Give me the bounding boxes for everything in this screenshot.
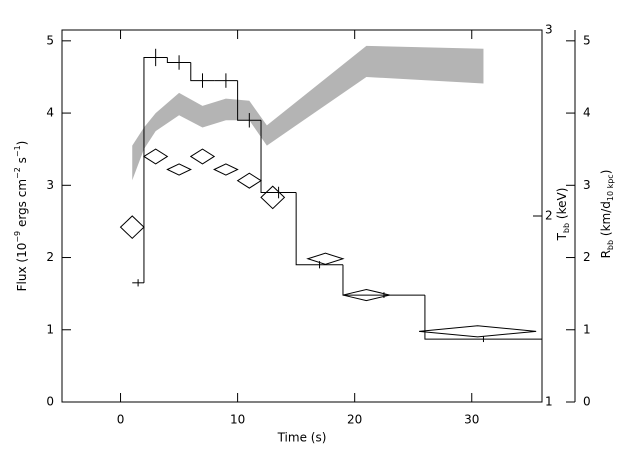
temperature-diamond — [419, 325, 537, 338]
y3-tick-label: 2 — [583, 250, 591, 264]
y-axis-label-part: ) — [15, 141, 29, 146]
y2-axis-label-part: (keV) — [555, 188, 569, 223]
flux-step — [143, 56, 168, 283]
y2-tick-label: 1 — [545, 395, 553, 409]
temperature-diamond — [189, 148, 216, 165]
y-axis-label-part: −2 — [13, 167, 22, 179]
y3-axis-label-part: R — [599, 250, 613, 258]
y3-axis-label: Rbb (km/d10 kpc) — [599, 170, 616, 259]
r-bb-band — [132, 45, 484, 181]
y3-tick-label: 3 — [583, 178, 591, 192]
y2-tick-label: 3 — [545, 23, 553, 37]
flux-step — [190, 62, 215, 82]
temperature-diamond — [342, 288, 390, 302]
flux-step — [424, 295, 542, 340]
y3-axis-label-part: (km/d — [599, 201, 613, 240]
x-tick-label: 0 — [117, 413, 125, 427]
y-tick-label: 4 — [46, 106, 54, 120]
x-tick-label: 10 — [230, 413, 245, 427]
temperature-diamond — [213, 163, 239, 176]
y3-tick-label: 5 — [583, 33, 591, 47]
y3-axis-label-part: bb — [606, 240, 615, 250]
x-axis-label: Time (s) — [277, 431, 327, 445]
flux-step — [166, 57, 191, 64]
y2-tick-label: 2 — [545, 209, 553, 223]
flux-step — [237, 80, 262, 121]
y-tick-label: 0 — [46, 395, 54, 409]
y-axis-label-part: s — [15, 157, 29, 167]
y-axis-label-part: ergs cm — [15, 179, 29, 231]
y-tick-label: 2 — [46, 250, 54, 264]
x-tick-label: 30 — [464, 413, 479, 427]
y3-tick-label: 0 — [583, 395, 591, 409]
temperature-diamond — [166, 163, 192, 176]
y-axis-label-part: −9 — [13, 231, 22, 243]
y3-tick-label: 4 — [583, 106, 591, 120]
flux-step — [260, 120, 297, 194]
y-axis-label: Flux (10−9 ergs cm−2 s−1) — [13, 141, 29, 292]
y-tick-label: 3 — [46, 178, 54, 192]
temperature-diamond — [306, 252, 345, 265]
y2-axis-label: Tbb (keV) — [555, 188, 572, 242]
temperature-diamond — [236, 172, 262, 189]
y3-tick-label: 1 — [583, 322, 591, 336]
y3-axis-label-part: 10 kpc — [606, 174, 615, 201]
y-tick-label: 5 — [46, 33, 54, 47]
y-axis-label-part: −1 — [13, 145, 22, 157]
x-tick-label: 20 — [347, 413, 362, 427]
y-axis-label-part: Flux (10 — [15, 243, 29, 292]
temperature-diamond — [260, 185, 286, 210]
y3-axis-label-part: ) — [599, 170, 613, 175]
flux-step — [295, 192, 343, 266]
y2-axis-label-part: bb — [562, 223, 571, 233]
y2-axis-label-part: T — [555, 232, 569, 241]
temperature-diamond — [143, 148, 169, 165]
y-tick-label: 1 — [46, 322, 54, 336]
temperature-diamond — [119, 215, 145, 240]
